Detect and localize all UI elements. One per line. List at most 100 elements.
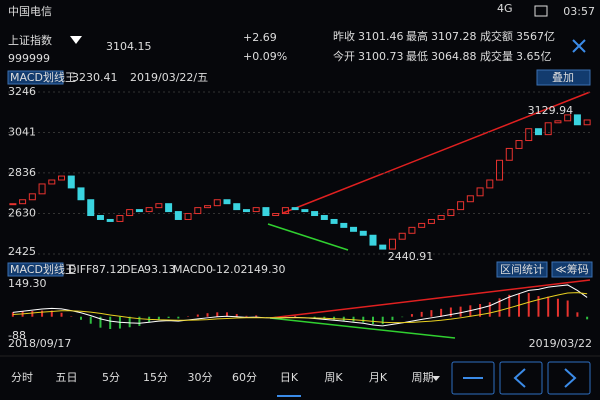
candle <box>359 230 367 236</box>
candle <box>350 226 358 232</box>
candle <box>252 207 260 213</box>
candle <box>291 207 299 211</box>
prev-icon[interactable] <box>513 368 526 388</box>
end-date: 2019/03/22 <box>529 337 592 350</box>
low-label: 2440.91 <box>388 250 434 263</box>
candle <box>534 128 542 136</box>
tab[interactable]: 分时 <box>11 371 33 384</box>
stat-value: 3107.28 <box>431 30 477 43</box>
change: +2.69 <box>243 31 277 44</box>
macd-label: MACD0 <box>173 263 213 276</box>
candle <box>48 179 56 185</box>
candle <box>388 238 396 250</box>
tab[interactable]: 周K <box>324 371 343 384</box>
candle <box>476 187 484 197</box>
candle <box>77 187 85 201</box>
candle <box>340 222 348 228</box>
chips-label[interactable]: ≪筹码 <box>555 262 589 276</box>
candle <box>58 175 66 181</box>
candle <box>174 211 182 220</box>
minus-button[interactable] <box>451 361 495 395</box>
stat-value: 3100.73 <box>358 50 404 63</box>
candle <box>330 218 338 224</box>
candle <box>233 203 241 211</box>
stat-value: 3567亿 <box>516 30 555 43</box>
indicator-name[interactable]: MACD划线王 <box>10 70 76 84</box>
candle <box>505 147 513 161</box>
chips-button[interactable] <box>551 261 593 278</box>
cursor-date: 2019/03/22/五 <box>130 71 208 84</box>
tab[interactable]: 60分 <box>232 371 257 384</box>
candle <box>145 207 153 213</box>
index-code: 999999 <box>8 52 50 65</box>
tab[interactable]: 周期 <box>412 371 434 384</box>
candle <box>525 128 533 142</box>
indicator-name[interactable]: MACD划线王 <box>10 262 76 276</box>
stat-label: 成交量 <box>480 49 513 63</box>
candle <box>96 215 104 220</box>
tab[interactable]: 日K <box>280 371 299 384</box>
candle <box>437 215 445 220</box>
candle <box>126 209 134 217</box>
candle <box>379 244 387 250</box>
candle <box>496 159 504 181</box>
price: 3104.15 <box>106 40 152 53</box>
candle <box>28 193 36 201</box>
candle <box>262 207 270 217</box>
overlay-button[interactable] <box>536 69 591 86</box>
candle <box>398 232 406 240</box>
candle <box>515 140 523 149</box>
range-stats-button[interactable] <box>496 261 548 278</box>
trend-line <box>269 279 591 319</box>
next-icon[interactable] <box>564 368 577 388</box>
stat-label: 今开 <box>333 49 355 63</box>
candle <box>272 213 280 217</box>
prev-button[interactable] <box>499 361 543 395</box>
candle <box>67 175 75 189</box>
next-button[interactable] <box>547 361 591 395</box>
candle <box>281 207 289 215</box>
tab[interactable]: 五日 <box>56 371 78 384</box>
stat-value: 3101.46 <box>358 30 404 43</box>
tab[interactable]: 月K <box>369 371 388 384</box>
tab[interactable]: 30分 <box>188 371 213 384</box>
y-tick-label: -88 <box>8 329 26 342</box>
tab[interactable]: 15分 <box>143 371 168 384</box>
indicator-button[interactable] <box>7 70 64 85</box>
candle <box>242 209 250 213</box>
overlay-label[interactable]: 叠加 <box>552 71 574 84</box>
candle <box>106 218 114 222</box>
stat-label: 最高 <box>406 29 428 43</box>
candle <box>369 234 377 246</box>
candle <box>583 119 591 126</box>
candle <box>466 195 474 203</box>
dea-value: 93.13 <box>144 263 176 276</box>
y-tick-label: 2425 <box>8 245 36 258</box>
candle <box>184 213 192 220</box>
candle <box>165 203 173 213</box>
candle <box>223 199 231 205</box>
tab[interactable]: 5分 <box>102 371 120 384</box>
candle <box>573 114 581 126</box>
candle <box>320 215 328 220</box>
candle <box>135 209 143 213</box>
trend-line <box>267 223 349 251</box>
indicator-button[interactable] <box>7 262 64 277</box>
tab-arrow[interactable] <box>432 376 440 381</box>
macd-line <box>12 292 588 324</box>
range-stats-label[interactable]: 区间统计 <box>500 263 544 276</box>
stat-label: 昨收 <box>333 29 355 43</box>
y-tick-label: 3041 <box>8 125 36 138</box>
macd-value: -12.02 <box>212 263 247 276</box>
y-tick-label: 2630 <box>8 207 36 220</box>
network: 4G <box>497 2 513 15</box>
stat-label: 最低 <box>406 50 428 63</box>
index-name: 上证指数 <box>8 33 52 47</box>
dropdown-icon[interactable] <box>70 36 82 44</box>
stat-label: 成交额 <box>480 29 513 43</box>
y-tick-label: 3246 <box>8 85 36 98</box>
candle <box>457 201 465 211</box>
close-button[interactable] <box>572 39 586 53</box>
